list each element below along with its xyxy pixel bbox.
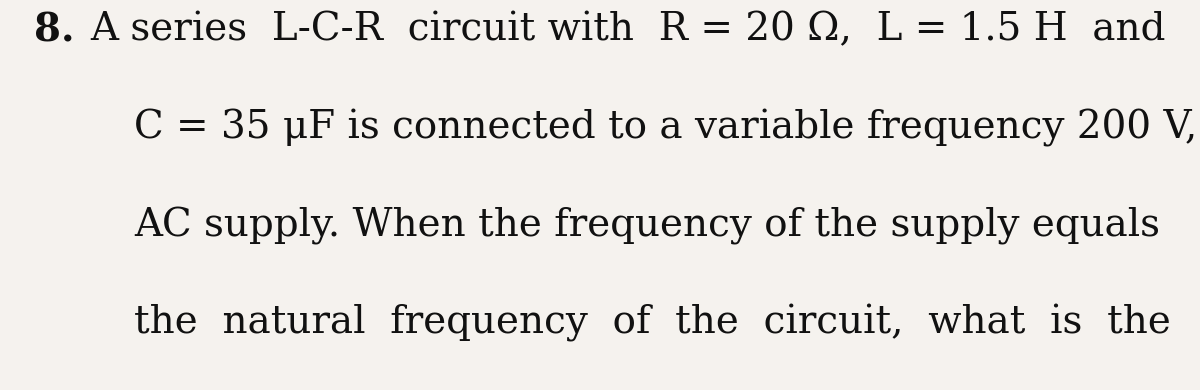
Text: C = 35 μF is connected to a variable frequency 200 V,: C = 35 μF is connected to a variable fre… bbox=[134, 109, 1198, 147]
Text: A series  L-C-R  circuit with  R = 20 Ω,  L = 1.5 H  and: A series L-C-R circuit with R = 20 Ω, L … bbox=[90, 12, 1165, 49]
Text: AC supply. When the frequency of the supply equals: AC supply. When the frequency of the sup… bbox=[134, 207, 1160, 245]
Text: the  natural  frequency  of  the  circuit,  what  is  the: the natural frequency of the circuit, wh… bbox=[134, 304, 1171, 342]
Text: 8.: 8. bbox=[34, 12, 74, 50]
